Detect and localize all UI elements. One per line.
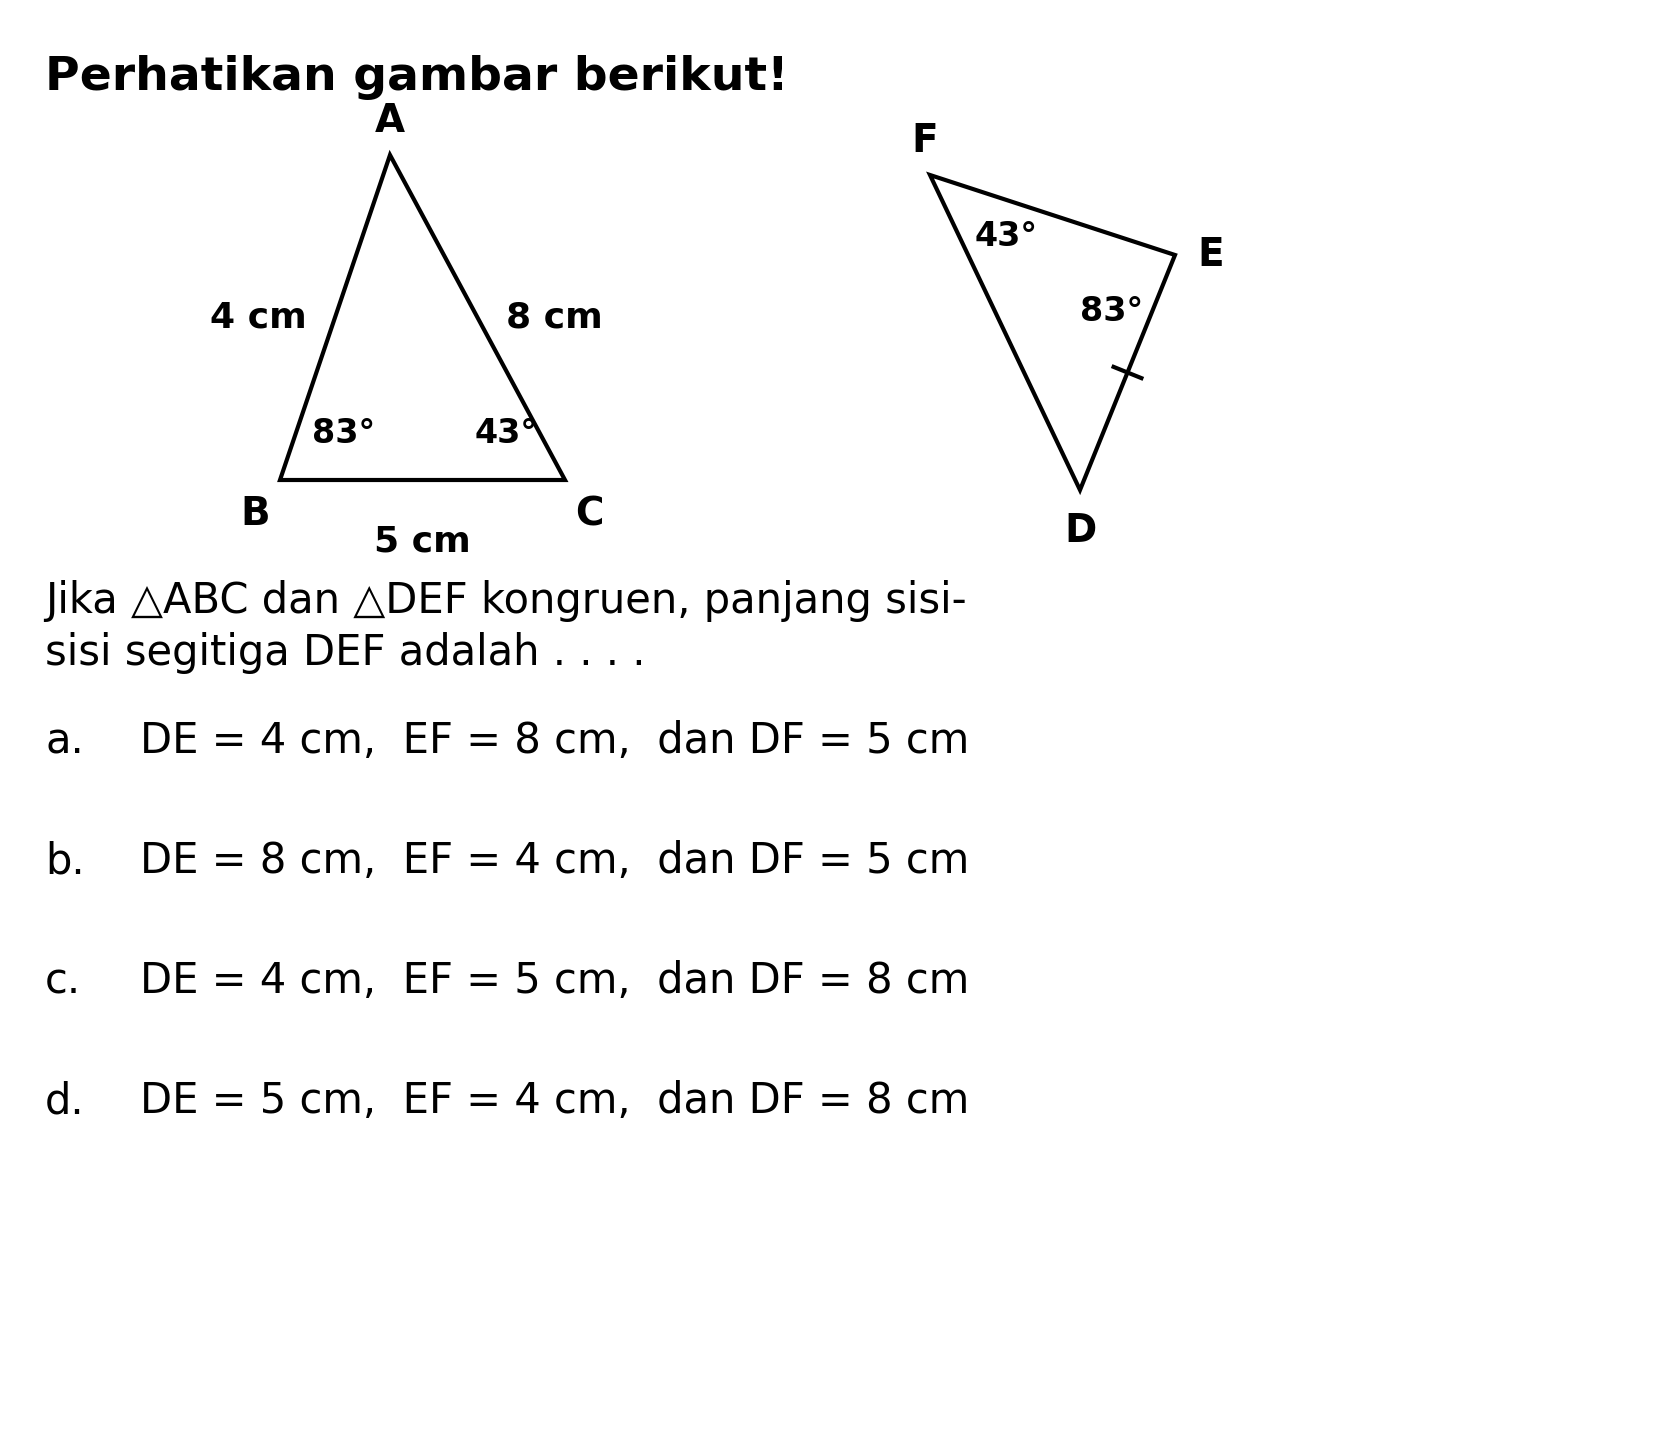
Text: 43°: 43° bbox=[975, 220, 1038, 253]
Text: DE = 4 cm,  EF = 5 cm,  dan DF = 8 cm: DE = 4 cm, EF = 5 cm, dan DF = 8 cm bbox=[140, 961, 970, 1002]
Text: b.: b. bbox=[45, 840, 85, 881]
Text: c.: c. bbox=[45, 961, 82, 1002]
Text: a.: a. bbox=[45, 720, 83, 762]
Text: A: A bbox=[376, 102, 406, 139]
Text: d.: d. bbox=[45, 1080, 85, 1122]
Text: E: E bbox=[1197, 236, 1223, 275]
Text: D: D bbox=[1063, 512, 1097, 549]
Text: 83°: 83° bbox=[1080, 295, 1143, 328]
Text: Jika △ABC dan △DEF kongruen, panjang sisi-: Jika △ABC dan △DEF kongruen, panjang sis… bbox=[45, 580, 966, 623]
Text: 4 cm: 4 cm bbox=[210, 301, 307, 335]
Text: 8 cm: 8 cm bbox=[506, 301, 603, 335]
Text: C: C bbox=[576, 495, 604, 533]
Text: F: F bbox=[911, 122, 938, 160]
Text: 43°: 43° bbox=[476, 417, 537, 450]
Text: sisi segitiga DEF adalah . . . .: sisi segitiga DEF adalah . . . . bbox=[45, 631, 646, 674]
Text: Perhatikan gambar berikut!: Perhatikan gambar berikut! bbox=[45, 55, 789, 101]
Text: DE = 4 cm,  EF = 8 cm,  dan DF = 5 cm: DE = 4 cm, EF = 8 cm, dan DF = 5 cm bbox=[140, 720, 970, 762]
Text: 83°: 83° bbox=[312, 417, 376, 450]
Text: 5 cm: 5 cm bbox=[374, 525, 471, 559]
Text: DE = 5 cm,  EF = 4 cm,  dan DF = 8 cm: DE = 5 cm, EF = 4 cm, dan DF = 8 cm bbox=[140, 1080, 970, 1122]
Text: B: B bbox=[240, 495, 270, 533]
Text: DE = 8 cm,  EF = 4 cm,  dan DF = 5 cm: DE = 8 cm, EF = 4 cm, dan DF = 5 cm bbox=[140, 840, 970, 881]
